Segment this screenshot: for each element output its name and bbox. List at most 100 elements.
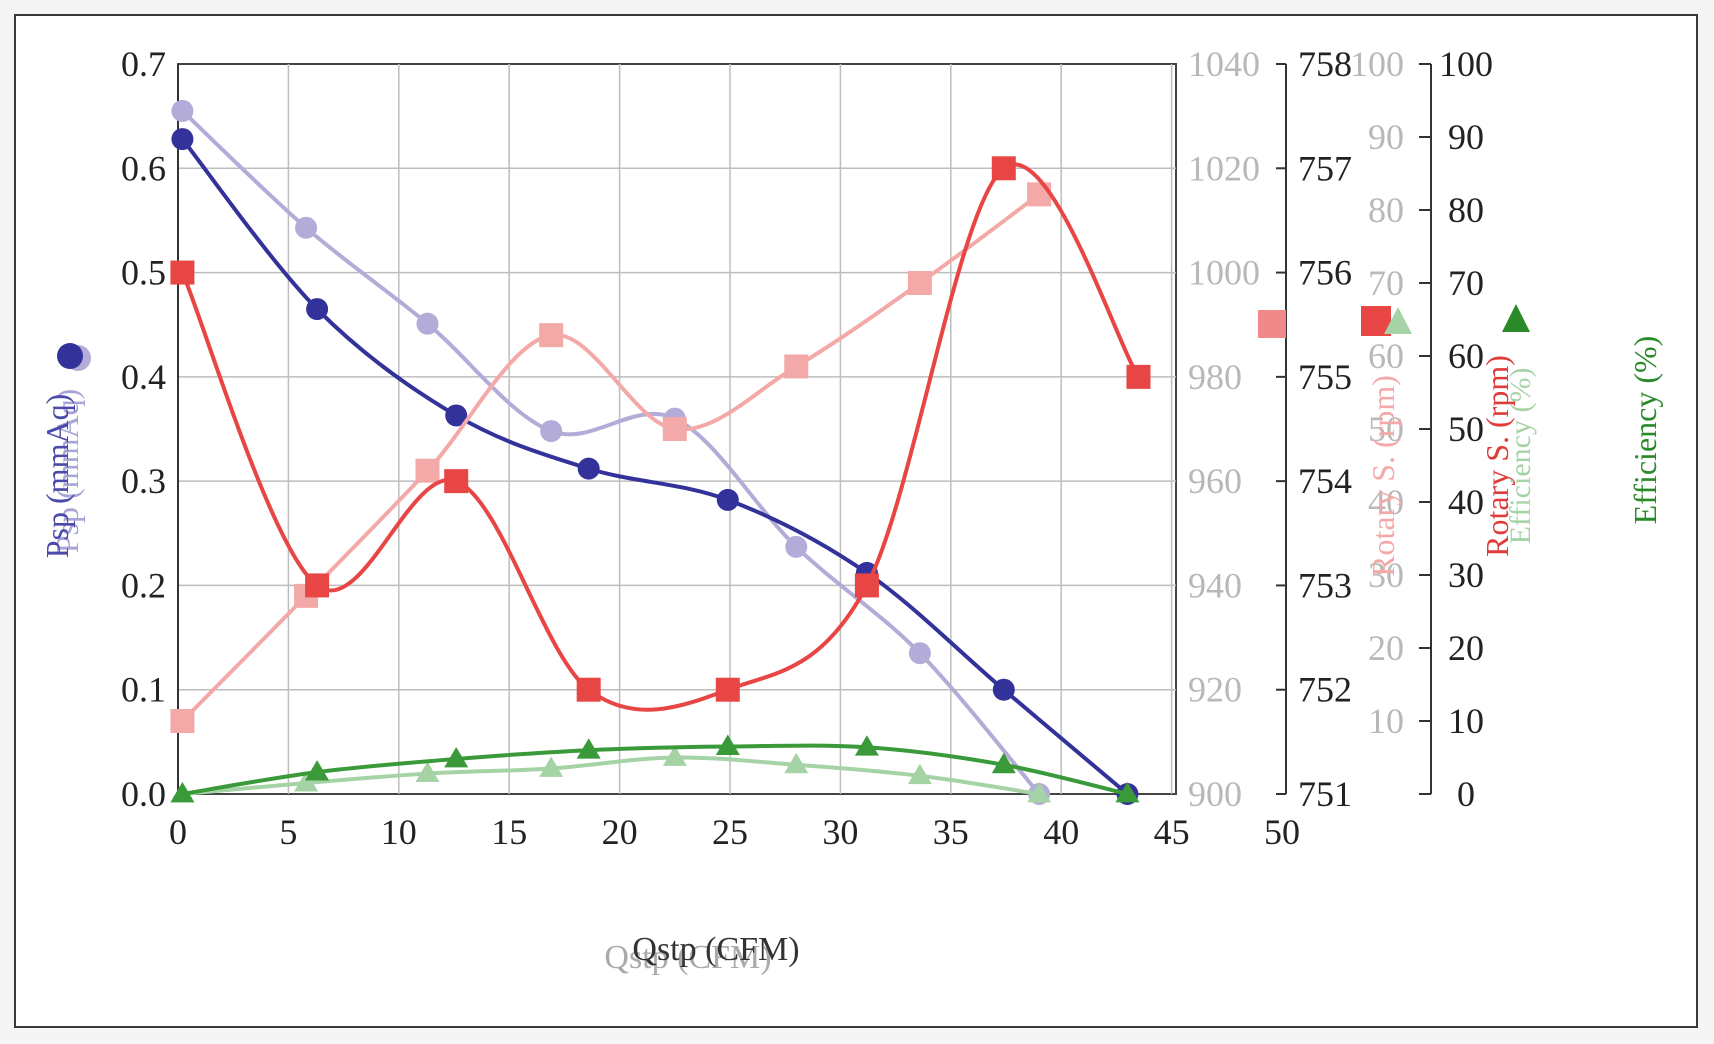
rotary-tick-label: 755 xyxy=(1298,357,1352,397)
x-axis-label-ghost: Qstp (CFM) xyxy=(604,939,771,976)
series-4-point xyxy=(784,752,809,774)
efficiency-tick-label: 0 xyxy=(1457,774,1475,814)
rotary-ghost-tick-label: 980 xyxy=(1188,357,1242,397)
series-5-point xyxy=(305,760,330,781)
labels-layer: Qstp (CFM) Qstp (CFM) Psp (mmAq) Psp (mm… xyxy=(39,304,1663,976)
series-4-point xyxy=(1027,782,1052,803)
efficiency-axis-label: Efficiency (%) xyxy=(1627,336,1663,525)
efficiency-ghost-tick-label: 10 xyxy=(1368,701,1404,741)
series-2-point xyxy=(662,417,687,441)
series-0-point xyxy=(540,420,563,443)
x-tick-label: 40 xyxy=(1043,812,1079,852)
legend-rotary-ghost-marker xyxy=(1258,310,1286,338)
series-0-point xyxy=(908,642,931,665)
x-tick-label: 25 xyxy=(712,812,748,852)
legend-psp-marker xyxy=(57,343,83,369)
series-5-point xyxy=(1115,782,1140,803)
x-tick-label: 5 xyxy=(279,812,297,852)
rotary-ghost-tick-label: 960 xyxy=(1188,461,1242,501)
rotary-tick-label: 751 xyxy=(1298,774,1352,814)
rotary-tick-label: 753 xyxy=(1298,565,1352,605)
axes-layer: 0 5 10 15 20 25 30 35 40 45 50 0.0 0.1 0.2 0.3 0.4 0.5 0.… xyxy=(121,44,1493,852)
efficiency-ghost-tick-label: 100 xyxy=(1350,44,1404,84)
rotary-ghost-tick-label: 1000 xyxy=(1188,253,1260,293)
series-4-point xyxy=(662,745,687,766)
legend-efficiency-ghost-marker xyxy=(1384,307,1412,334)
series-3-point xyxy=(170,260,195,285)
psp-tick-label: 0.7 xyxy=(121,44,166,84)
series-2-point xyxy=(907,271,932,295)
series-5-point xyxy=(991,752,1016,774)
legend-efficiency-marker xyxy=(1502,304,1530,332)
efficiency-ghost-tick-label: 50 xyxy=(1368,409,1404,449)
series-3-point xyxy=(1126,364,1151,389)
series-5-line xyxy=(182,743,1128,796)
efficiency-tick-label: 10 xyxy=(1448,701,1484,741)
rotary-tick-label: 754 xyxy=(1298,461,1352,501)
psp-tick-label: 0.6 xyxy=(121,148,166,188)
series-0-point xyxy=(295,216,318,239)
series-3-point xyxy=(715,677,740,702)
series-3-point xyxy=(444,469,469,494)
series-2-point xyxy=(170,709,195,733)
efficiency-tick-label: 40 xyxy=(1448,482,1484,522)
series-1-point xyxy=(577,457,600,480)
series-5-point xyxy=(715,734,740,755)
series-2-point xyxy=(415,458,440,483)
x-tick-label: 10 xyxy=(381,812,417,852)
psp-tick-label: 0.4 xyxy=(121,357,166,397)
series-3-point xyxy=(305,573,330,598)
series-3-point xyxy=(576,677,601,702)
psp-tick-label: 0.0 xyxy=(121,774,166,814)
series-2-point xyxy=(784,354,809,379)
efficiency-tick-label: 60 xyxy=(1448,336,1484,376)
x-tick-label: 30 xyxy=(822,812,858,852)
efficiency-tick-label: 70 xyxy=(1448,263,1484,303)
rotary-ghost-tick-label: 1020 xyxy=(1188,148,1260,188)
series-3-point xyxy=(991,156,1016,181)
rotary-tick-label: 758 xyxy=(1298,44,1352,84)
series-0-point xyxy=(785,535,808,558)
x-tick-label: 35 xyxy=(933,812,969,852)
x-tick-label: 45 xyxy=(1154,812,1190,852)
series-1-point xyxy=(992,678,1015,701)
psp-tick-label: 0.2 xyxy=(121,565,166,605)
series-5-point xyxy=(170,782,195,803)
chart-frame: 0 5 10 15 20 25 30 35 40 45 50 0.0 0.1 0.2 0.3 0.4 0.5 0.… xyxy=(14,14,1698,1028)
x-tick-label: 20 xyxy=(602,812,638,852)
efficiency-tick-label: 20 xyxy=(1448,628,1484,668)
efficiency-tick-label: 100 xyxy=(1439,44,1493,84)
rotary-ghost-tick-label: 900 xyxy=(1188,774,1242,814)
psp-tick-label: 0.5 xyxy=(121,253,166,293)
rotary-ghost-tick-label: 1040 xyxy=(1188,44,1260,84)
series-1-point xyxy=(445,404,468,427)
series-1-point xyxy=(171,128,194,151)
rotary-ghost-tick-label: 920 xyxy=(1188,670,1242,710)
rotary-tick-label: 756 xyxy=(1298,253,1352,293)
x-tick-label: 50 xyxy=(1264,812,1300,852)
psp-axis-label-ghost: Psp (mmAq) xyxy=(49,389,85,553)
psp-tick-label: 0.1 xyxy=(121,670,166,710)
efficiency-ghost-axis-label: Efficiency (%) xyxy=(1504,368,1537,545)
x-axis-label: Qstp (CFM) xyxy=(632,931,799,968)
series-0-point xyxy=(416,312,439,335)
series-2-point xyxy=(1027,182,1052,207)
efficiency-ghost-tick-label: 60 xyxy=(1368,336,1404,376)
series-5-point xyxy=(576,738,601,759)
efficiency-ghost-tick-label: 70 xyxy=(1368,263,1404,303)
rotary-tick-label: 752 xyxy=(1298,670,1352,710)
series-1-point xyxy=(716,488,739,511)
efficiency-tick-label: 90 xyxy=(1448,117,1484,157)
series-4-point xyxy=(415,761,440,782)
series-4-point xyxy=(294,771,319,792)
series-4-point xyxy=(907,763,932,785)
series-0-line xyxy=(181,109,1041,796)
rotary-axis-label: Rotary S. (rpm) xyxy=(1479,355,1515,557)
efficiency-ghost-tick-label: 20 xyxy=(1368,628,1404,668)
efficiency-ghost-tick-label: 40 xyxy=(1368,482,1404,522)
efficiency-ghost-tick-label: 80 xyxy=(1368,190,1404,230)
series-4-line xyxy=(182,755,1040,796)
efficiency-ghost-tick-label: 30 xyxy=(1368,555,1404,595)
series-5-point xyxy=(854,735,879,756)
series-layer xyxy=(170,99,1151,805)
